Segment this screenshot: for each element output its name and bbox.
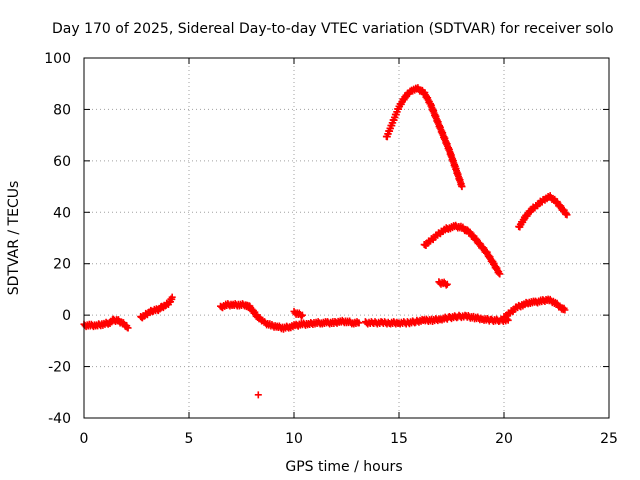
data-point	[355, 319, 363, 327]
data-point	[254, 391, 262, 399]
data-point	[298, 311, 306, 319]
series-arc-b	[137, 293, 176, 322]
chart-title: Day 170 of 2025, Sidereal Day-to-day VTE…	[52, 21, 614, 37]
x-tick-label: 20	[495, 431, 513, 447]
y-tick-label: 80	[53, 102, 71, 118]
plot-frame	[83, 57, 610, 419]
tick-marks	[83, 57, 610, 419]
y-tick-label: 60	[53, 154, 71, 170]
data-point	[496, 270, 504, 278]
series-arc-e	[261, 316, 363, 333]
series-arc-a	[80, 315, 132, 332]
x-tick-label: 25	[600, 431, 618, 447]
y-tick-label: 100	[44, 51, 71, 67]
data-point	[561, 306, 569, 314]
x-axis-label: GPS time / hours	[285, 459, 402, 475]
series-arc-l	[515, 192, 571, 231]
data-points	[80, 84, 571, 399]
y-axis-label: SDTVAR / TECUs	[6, 181, 22, 296]
series-arc-k	[500, 295, 569, 321]
series-arc-d	[254, 391, 262, 399]
series-arc-j	[435, 278, 451, 289]
y-tick-label: 40	[53, 205, 71, 221]
series-arc-g	[361, 311, 512, 328]
series-arc-i	[420, 221, 504, 278]
grid-lines	[84, 58, 609, 418]
data-point	[124, 324, 132, 332]
data-point	[443, 280, 451, 288]
x-tick-labels: 0 5 10 15 20 25	[80, 431, 618, 447]
data-point	[458, 183, 466, 191]
data-point	[168, 293, 176, 301]
y-tick-label: 20	[53, 257, 71, 273]
y-tick-labels: -40 -20 0 20 40 60 80 100	[44, 51, 71, 427]
series-arc-c	[217, 300, 266, 325]
y-tick-label: -40	[48, 411, 71, 427]
y-tick-label: -20	[48, 360, 71, 376]
data-point	[442, 281, 450, 289]
x-tick-label: 0	[80, 431, 89, 447]
data-point	[297, 312, 305, 320]
data-point	[563, 211, 571, 219]
x-tick-label: 15	[390, 431, 408, 447]
x-tick-label: 5	[185, 431, 194, 447]
y-tick-label: 0	[62, 308, 71, 324]
series-arc-f	[290, 307, 306, 320]
x-tick-label: 10	[285, 431, 303, 447]
series-arc-h	[382, 84, 466, 191]
